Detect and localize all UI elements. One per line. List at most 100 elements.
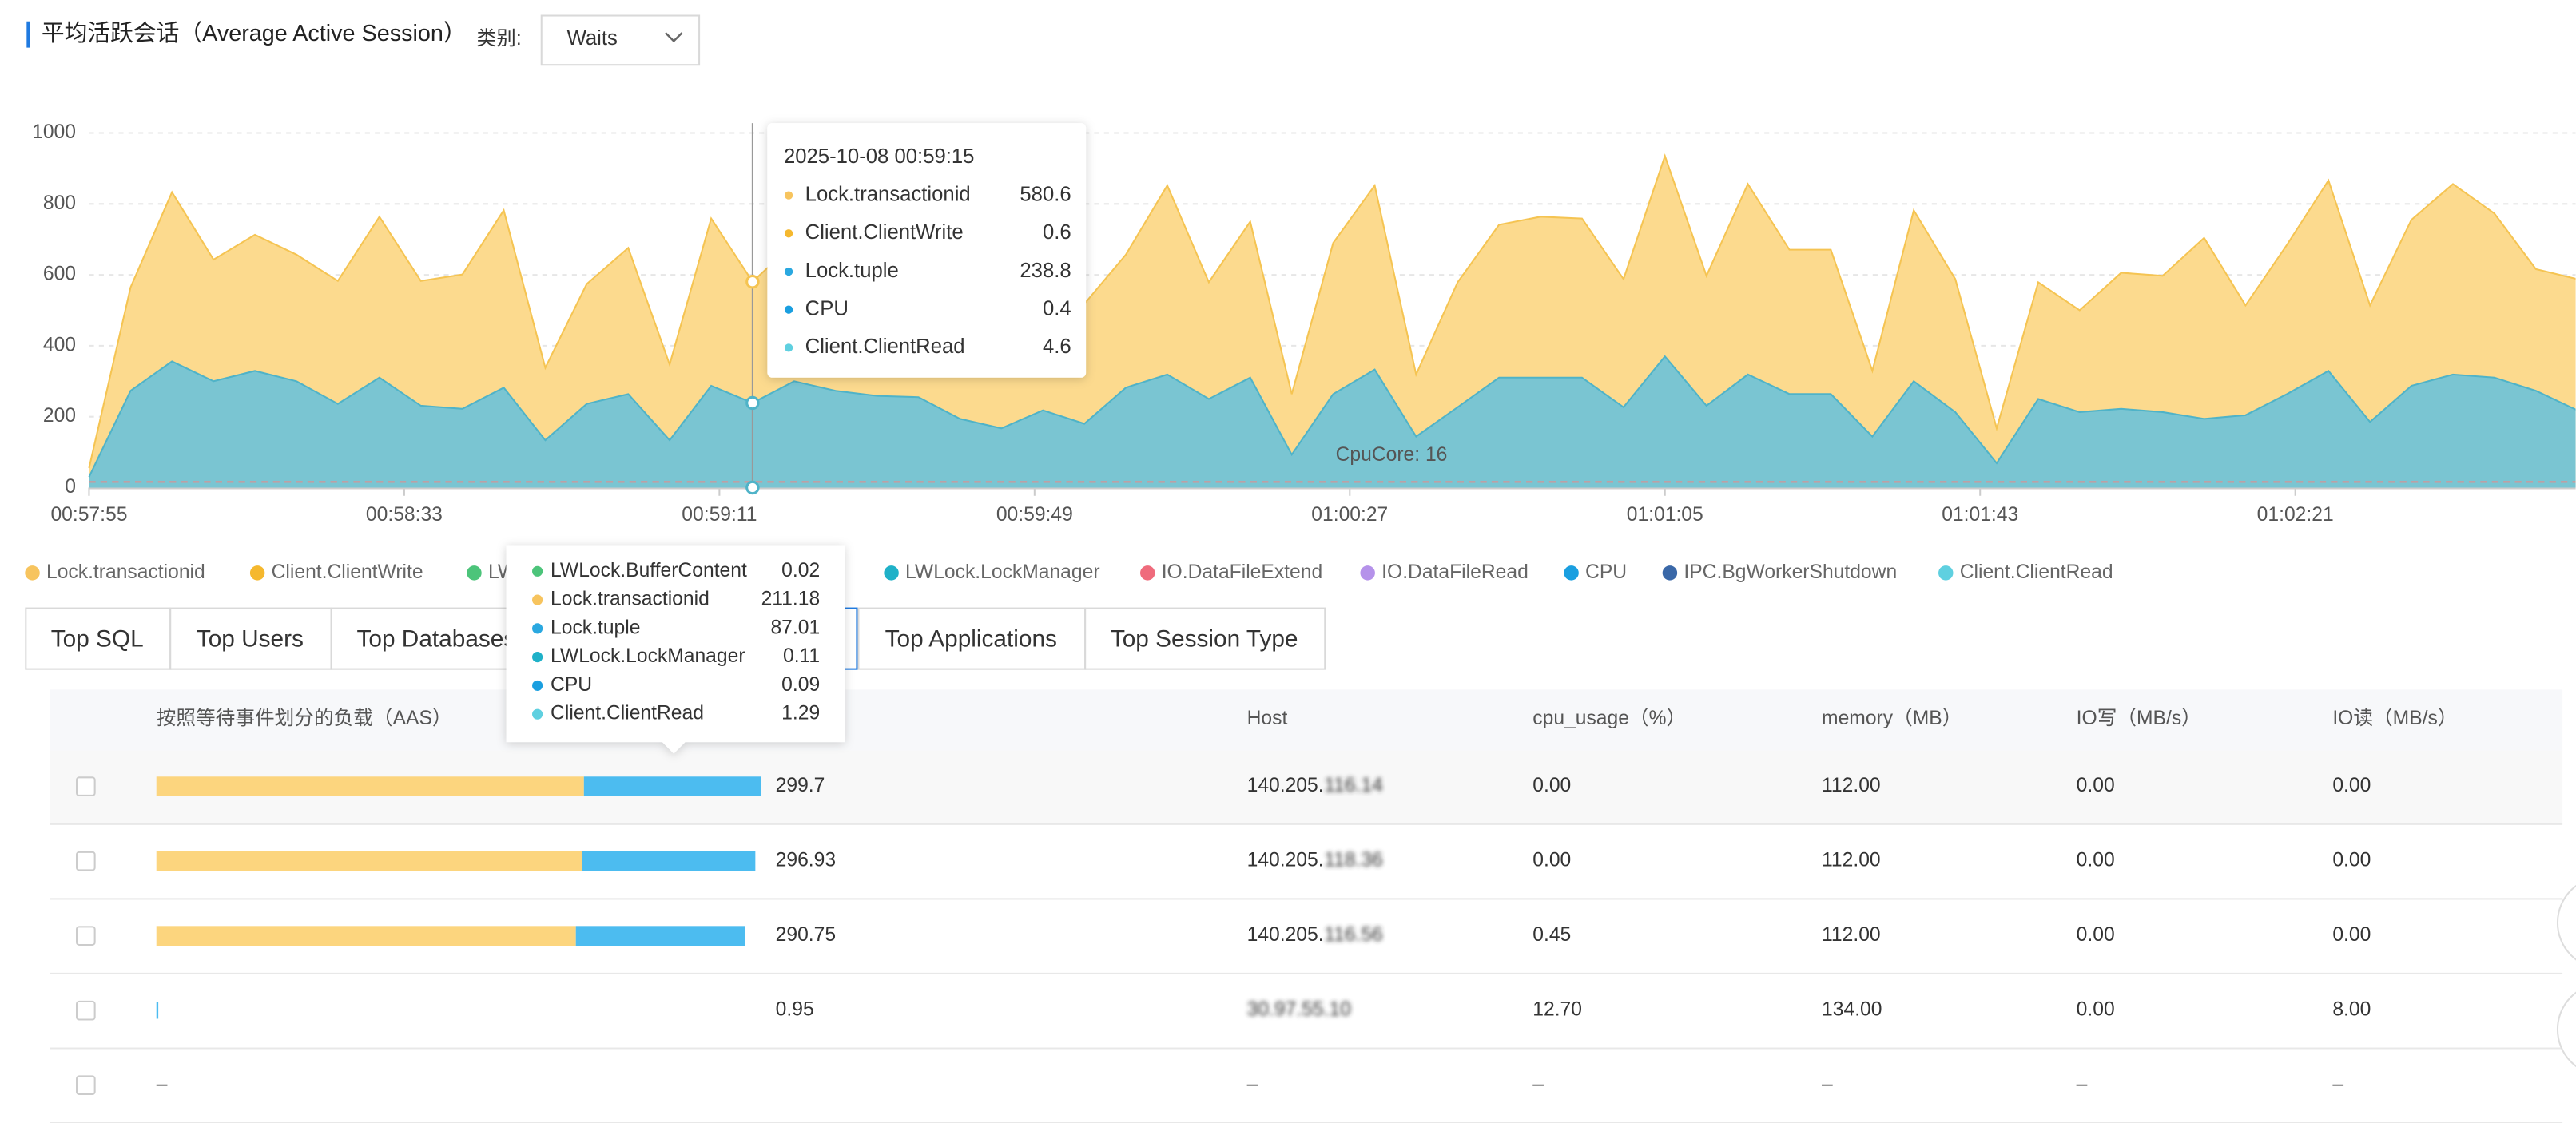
tooltip-value: 211.18 (761, 589, 821, 610)
tooltip-value: 0.02 (781, 560, 820, 581)
cell-io-write: 0.00 (2077, 924, 2115, 946)
cell-cpu: 12.70 (1532, 999, 1582, 1021)
row-checkbox[interactable] (76, 1000, 96, 1021)
cell-memory: 112.00 (1822, 924, 1881, 946)
load-segment (156, 926, 576, 946)
column-header: memory（MB） (1822, 707, 1962, 729)
table: 按照等待事件划分的负载（AAS） Host cpu_usage（%） memory（M… (50, 689, 2563, 1123)
host-blurred: 116.56 (1324, 924, 1383, 946)
threshold-label: CpuCore: 16 (1336, 444, 1448, 466)
tooltip-name: Lock.tuple (551, 617, 640, 638)
cell-host-prefix: 140.205. (1247, 924, 1324, 946)
cell-host-prefix: 140.205. (1247, 850, 1324, 871)
tooltip-value: 580.6 (1020, 183, 1071, 205)
tooltip-name: LWLock.LockManager (551, 645, 745, 667)
cell-io-write: 0.00 (2077, 775, 2115, 796)
tooltip-value: 0.4 (1043, 297, 1071, 319)
legend-dot (1360, 565, 1375, 581)
tooltip-value: 238.8 (1020, 260, 1071, 282)
column-header: 按照等待事件划分的负载（AAS） (157, 707, 452, 729)
legend-label[interactable]: IO.DataFileRead (1381, 562, 1529, 583)
load-segment (582, 851, 756, 871)
legend-label[interactable]: IPC.BgWorkerShutdown (1684, 562, 1897, 583)
tooltip-value: 0.6 (1043, 221, 1071, 244)
row-checkbox[interactable] (76, 776, 96, 796)
cell-io-write: 0.00 (2077, 850, 2115, 871)
x-tick-label: 00:59:49 (996, 504, 1073, 526)
tab[interactable] (857, 607, 1087, 670)
tooltip-value: 87.01 (770, 617, 820, 638)
legend-dot (467, 565, 482, 581)
legend: Lock.transactionid Client.ClientWrite LW LW… (25, 562, 2113, 583)
tooltip-dot (784, 267, 793, 276)
tab-label: Top Databases (357, 626, 516, 653)
cell-host-prefix: 140.205. (1247, 775, 1324, 796)
select-arrow (665, 32, 683, 43)
cell-memory: 112.00 (1822, 850, 1881, 871)
tooltip-name: Lock.transactionid (551, 589, 710, 610)
tooltip-value: 0.09 (781, 674, 820, 696)
tab-label: Top Users (197, 626, 304, 653)
tooltip-name: Client.ClientRead (551, 703, 704, 724)
legend-label[interactable]: IO.DataFileExtend (1162, 562, 1322, 583)
tooltip-dot (532, 708, 543, 720)
tooltip-dot (784, 305, 793, 314)
y-tick-label: 0 (65, 476, 76, 498)
legend-dot (1140, 565, 1155, 581)
y-tick-label: 1000 (32, 121, 76, 143)
host-blurred: 30.97.55.10 (1247, 999, 1351, 1021)
tooltip-dot (784, 229, 793, 238)
cell-memory: – (1822, 1073, 1833, 1095)
float-button[interactable] (2556, 983, 2576, 1075)
tab[interactable] (330, 607, 528, 670)
aas-value: 296.93 (776, 850, 836, 871)
cell-io-read: – (2332, 1073, 2343, 1095)
load-segment (156, 851, 582, 871)
row-checkbox[interactable] (76, 926, 96, 946)
table-tooltip (506, 545, 845, 754)
plot: 0 200 400 600 800 1000 00:57:55 00:58:33 00:59:1… (32, 121, 2576, 526)
cell-memory: 112.00 (1822, 775, 1881, 796)
tooltip-name: Lock.tuple (805, 260, 899, 282)
tooltip-dot (532, 680, 543, 691)
load-segment (575, 926, 745, 946)
legend-label[interactable]: Client.ClientWrite (272, 562, 423, 583)
tooltip-name: Lock.transactionid (805, 183, 971, 205)
tooltip-dot (532, 623, 543, 634)
legend-label[interactable]: LWLock.LockManager (905, 562, 1099, 583)
cell-cpu: 0.00 (1532, 850, 1571, 871)
y-tick-label: 200 (43, 405, 76, 427)
legend-label[interactable]: Client.ClientRead (1960, 562, 2113, 583)
y-tick-label: 400 (43, 334, 76, 355)
tooltip-name: LWLock.BufferContent (551, 560, 747, 581)
row-checkbox[interactable] (76, 1075, 96, 1096)
tooltip-value: 4.6 (1043, 335, 1071, 358)
tooltip-name: Client.ClientRead (805, 335, 965, 358)
tooltip-name: CPU (551, 674, 592, 696)
cell-io-read: 8.00 (2332, 999, 2371, 1021)
row-checkbox[interactable] (76, 851, 96, 871)
chart-tooltip (767, 123, 1087, 378)
aas-value: 299.7 (776, 775, 825, 796)
legend-label[interactable]: CPU (1585, 562, 1627, 583)
legend-dot (25, 565, 40, 581)
tab[interactable] (169, 607, 332, 670)
tab-label: Top SQL (51, 626, 144, 653)
x-tick-label: 00:57:55 (50, 504, 127, 526)
legend-label[interactable]: Lock.transactionid (46, 562, 205, 583)
area-line (88, 355, 2576, 478)
y-tick-label: 800 (43, 192, 76, 214)
tooltip-value: 1.29 (781, 703, 820, 724)
tooltip-dot (532, 565, 543, 577)
tooltip-dot (784, 343, 793, 352)
column-header: Host (1247, 708, 1288, 729)
aas-value: 0.95 (776, 999, 814, 1021)
hover-point (745, 395, 760, 411)
cell-cpu: – (1532, 1073, 1544, 1095)
x-tick-label: 01:01:05 (1627, 504, 1703, 526)
column-header: IO写（MB/s） (2077, 707, 2201, 729)
float-button[interactable] (2556, 877, 2576, 969)
legend-dot (249, 565, 265, 581)
tab[interactable] (1084, 607, 1326, 670)
